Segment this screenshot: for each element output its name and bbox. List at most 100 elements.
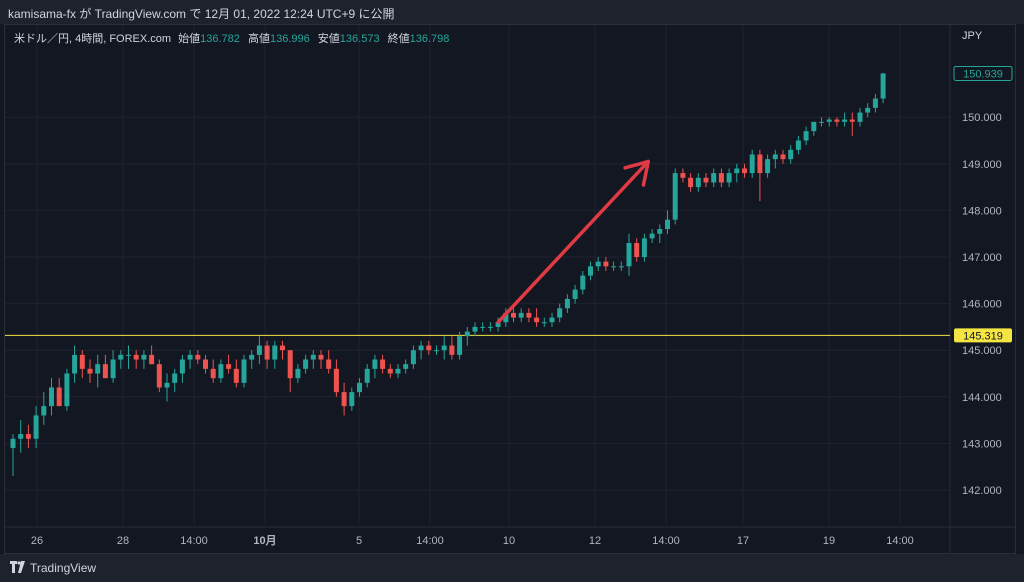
candle-body bbox=[480, 326, 486, 328]
candle-body bbox=[595, 261, 601, 267]
candle-body bbox=[126, 354, 131, 356]
candle-body bbox=[626, 243, 632, 267]
candle-body bbox=[449, 345, 455, 355]
candle-body bbox=[79, 354, 85, 369]
candle-body bbox=[441, 345, 447, 351]
candle-body bbox=[418, 345, 424, 351]
candle-body bbox=[387, 368, 393, 374]
trend-arrow-shaft bbox=[496, 159, 650, 324]
candle-body bbox=[765, 159, 771, 174]
candle-body bbox=[472, 326, 478, 332]
candle-body bbox=[541, 322, 547, 324]
candle-body bbox=[564, 298, 570, 309]
candle-body bbox=[149, 354, 155, 365]
candle-body bbox=[749, 154, 755, 174]
candle-body bbox=[172, 373, 178, 383]
candle-body bbox=[803, 131, 809, 141]
candle-body bbox=[357, 382, 362, 393]
support-price-label: 145.319 bbox=[963, 330, 1003, 342]
y-tick-label: 147.000 bbox=[962, 252, 1002, 264]
candle-body bbox=[634, 243, 640, 257]
candle-body bbox=[780, 154, 786, 160]
candle-body bbox=[518, 312, 524, 318]
candle-body bbox=[179, 359, 185, 374]
candle-body bbox=[87, 368, 93, 374]
x-tick-label: 14:00 bbox=[652, 535, 680, 547]
candle-body bbox=[572, 289, 578, 299]
candle-body bbox=[511, 312, 516, 318]
low-label: 安値 bbox=[317, 33, 340, 45]
candle-body bbox=[72, 354, 78, 374]
candle-body bbox=[333, 368, 339, 393]
candle-body bbox=[457, 336, 463, 355]
candle-body bbox=[772, 154, 778, 160]
candle-body bbox=[380, 359, 386, 369]
candle-body bbox=[557, 308, 563, 318]
candle-body bbox=[834, 119, 840, 122]
candle-body bbox=[872, 98, 878, 108]
candle-body bbox=[426, 345, 432, 351]
low-value: 136.573 bbox=[339, 33, 380, 45]
x-tick-label: 12 bbox=[589, 535, 601, 547]
x-tick-label: 14:00 bbox=[886, 535, 914, 547]
candle-body bbox=[549, 317, 555, 323]
symbol-name: 米ドル／円, 4時間, FOREX.com bbox=[14, 33, 172, 45]
candle-body bbox=[310, 354, 316, 360]
candle-body bbox=[25, 434, 31, 439]
candle-body bbox=[857, 112, 863, 122]
footer-brand: TradingView bbox=[30, 561, 97, 575]
close-value: 136.798 bbox=[409, 33, 450, 45]
candle-body bbox=[410, 350, 416, 365]
x-tick-label: 5 bbox=[356, 535, 362, 547]
candle-body bbox=[56, 387, 62, 407]
candle-body bbox=[588, 266, 593, 276]
candle-body bbox=[880, 73, 886, 99]
candle-body bbox=[241, 359, 247, 383]
support-price-tag bbox=[954, 328, 1012, 343]
candle-body bbox=[133, 354, 139, 360]
candle-body bbox=[534, 317, 540, 323]
candle-body bbox=[826, 119, 832, 122]
last-price-tag bbox=[953, 65, 1013, 81]
candle-body bbox=[641, 238, 647, 257]
symbol-legend: 米ドル／円, 4時間, FOREX.com 始値136.782 高値136.99… bbox=[14, 30, 454, 46]
candle-body bbox=[10, 438, 16, 449]
candle-body bbox=[680, 173, 686, 178]
candle-body bbox=[464, 331, 470, 337]
candle-body bbox=[249, 354, 255, 360]
candle-body bbox=[703, 177, 709, 183]
publish-info: kamisama-fx が TradingView.com で 12月 01, … bbox=[8, 7, 395, 21]
candle-body bbox=[849, 119, 855, 122]
candle-body bbox=[695, 177, 701, 188]
candle-body bbox=[64, 373, 70, 407]
x-tick-label: 26 bbox=[31, 535, 43, 547]
candle-body bbox=[434, 350, 439, 352]
candle-body bbox=[187, 354, 193, 360]
y-tick-label: 149.000 bbox=[962, 159, 1002, 171]
candle-body bbox=[226, 364, 232, 369]
candle-body bbox=[102, 364, 108, 379]
y-tick-label: 148.000 bbox=[962, 205, 1002, 217]
y-tick-label: 146.000 bbox=[962, 299, 1002, 311]
candle-body bbox=[141, 354, 147, 360]
candle-body bbox=[819, 121, 824, 123]
candle-body bbox=[580, 275, 586, 290]
candle-body bbox=[303, 359, 309, 369]
candle-body bbox=[611, 266, 617, 268]
candle-body bbox=[487, 326, 493, 328]
x-tick-label: 28 bbox=[117, 535, 129, 547]
candle-body bbox=[865, 107, 871, 113]
candle-body bbox=[718, 173, 724, 183]
candle-body bbox=[33, 415, 39, 439]
candle-body bbox=[326, 359, 332, 369]
high-value: 136.996 bbox=[269, 33, 310, 45]
candle-body bbox=[203, 359, 208, 369]
y-tick-label: 150.000 bbox=[962, 112, 1002, 124]
y-tick-label: 144.000 bbox=[962, 392, 1002, 404]
candle-body bbox=[264, 345, 270, 360]
candle-body bbox=[688, 177, 694, 188]
publish-bar: kamisama-fx が TradingView.com で 12月 01, … bbox=[0, 0, 1024, 24]
open-label: 始値 bbox=[178, 33, 201, 45]
candle-body bbox=[842, 119, 848, 122]
